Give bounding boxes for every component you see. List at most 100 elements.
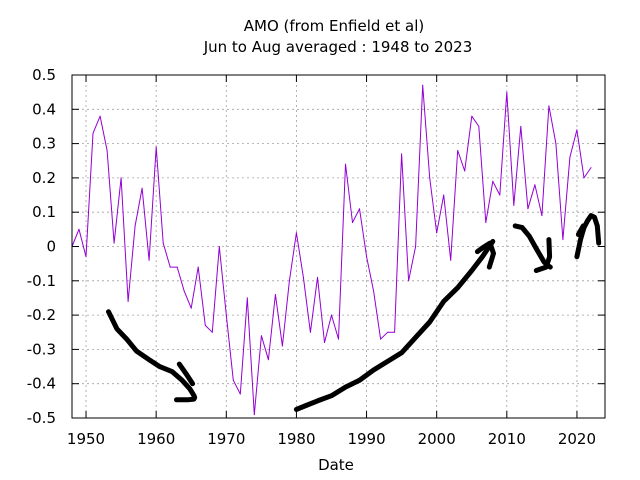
data-point (141, 187, 143, 189)
data-point (281, 345, 283, 347)
data-point (211, 331, 213, 333)
data-point (218, 246, 220, 247)
data-point (197, 266, 199, 268)
data-point (239, 393, 241, 395)
data-point (267, 359, 269, 361)
data-point (85, 256, 87, 258)
x-tick-label: 1960 (137, 430, 175, 448)
x-tick-label: 1950 (67, 430, 105, 448)
x-tick-label: 2010 (488, 430, 526, 448)
y-tick-label: 0 (46, 238, 56, 256)
data-point (422, 84, 424, 86)
data-point (436, 232, 438, 234)
data-point (583, 177, 585, 179)
hand-drawn-arrow-1980-2008-head (474, 240, 496, 270)
data-point (513, 204, 515, 206)
data-point (366, 256, 368, 258)
data-point (555, 143, 557, 145)
data-point (359, 208, 360, 210)
data-point (331, 314, 332, 316)
y-tick-label: 0.2 (32, 169, 56, 187)
data-point (99, 115, 101, 117)
data-point (204, 324, 206, 326)
plot-frame (71, 74, 606, 419)
data-point (373, 290, 375, 292)
data-point (324, 342, 325, 343)
data-point (288, 280, 290, 282)
data-point (317, 276, 318, 278)
data-point (576, 129, 578, 131)
data-point (225, 314, 227, 316)
data-point (345, 163, 346, 165)
data-point (246, 297, 248, 299)
x-tick-label: 1980 (277, 430, 315, 448)
series-layer (71, 84, 592, 416)
tick-labels: -0.5 -0.4 -0.3 -0.2 -0.1 0 0.1 0.2 0.3 0.4 0.5 1950… (27, 66, 596, 448)
data-point (401, 153, 403, 155)
data-point (155, 146, 157, 148)
data-point (569, 156, 571, 158)
data-point (408, 280, 410, 282)
data-point (562, 239, 564, 241)
y-tick-label: 0.3 (32, 135, 56, 153)
data-point (534, 184, 536, 186)
hand-drawn-arrow-2011-2016 (512, 223, 553, 270)
data-point (499, 194, 501, 196)
data-point (352, 222, 353, 223)
data-point (127, 300, 129, 302)
y-tick-label: -0.4 (27, 375, 56, 393)
data-point (176, 266, 178, 268)
data-point (443, 194, 445, 196)
data-point (295, 232, 297, 234)
data-point (309, 331, 311, 333)
data-point (190, 307, 192, 309)
x-tick-label: 1970 (207, 430, 245, 448)
hand-drawn-arrow-1980-2008 (293, 238, 496, 412)
data-point (506, 91, 508, 93)
data-point (478, 125, 480, 127)
data-point (492, 180, 494, 182)
data-point (464, 170, 466, 172)
x-tick-label: 2000 (418, 430, 456, 448)
series-line-amo (71, 84, 592, 416)
data-point (429, 177, 431, 179)
hand-drawn-arrow-2011-2016-head (533, 237, 553, 273)
data-point (387, 331, 389, 333)
data-point (590, 167, 592, 169)
y-tick-label: 0.5 (32, 66, 56, 84)
data-point (120, 177, 122, 179)
data-point (148, 259, 150, 261)
data-point (527, 208, 529, 210)
axis-ticks (72, 74, 605, 419)
data-point (338, 338, 339, 340)
data-point (394, 331, 396, 333)
x-tick-label: 2020 (558, 430, 596, 448)
x-tick-label: 1990 (347, 430, 385, 448)
y-tick-label: -0.3 (27, 340, 56, 358)
data-point (274, 294, 276, 295)
hand-drawn-arrow-2020-2022-head (575, 223, 586, 237)
hand-drawn-arrow-1950s-60s (106, 309, 198, 403)
data-point (92, 132, 94, 134)
data-point (302, 276, 304, 278)
data-point (134, 225, 136, 227)
chart-title: AMO (from Enfield et al) (244, 17, 425, 35)
chart-subtitle: Jun to Aug averaged : 1948 to 2023 (203, 38, 473, 56)
y-tick-label: 0.4 (32, 100, 56, 118)
data-point (380, 338, 382, 340)
data-point (471, 115, 473, 117)
data-point (520, 125, 522, 127)
data-point (169, 266, 171, 268)
x-axis-label: Date (318, 456, 354, 474)
data-point (78, 228, 80, 230)
hand-drawn-arrow-2020-2022 (574, 213, 602, 260)
data-point (260, 335, 262, 337)
hand-drawn-arrow-1950s-60s-head (176, 361, 196, 387)
data-point (548, 105, 550, 107)
data-point (162, 242, 164, 244)
data-point (232, 379, 234, 381)
data-point (183, 290, 185, 292)
y-tick-label: 0.1 (32, 203, 56, 221)
data-point (113, 242, 115, 244)
